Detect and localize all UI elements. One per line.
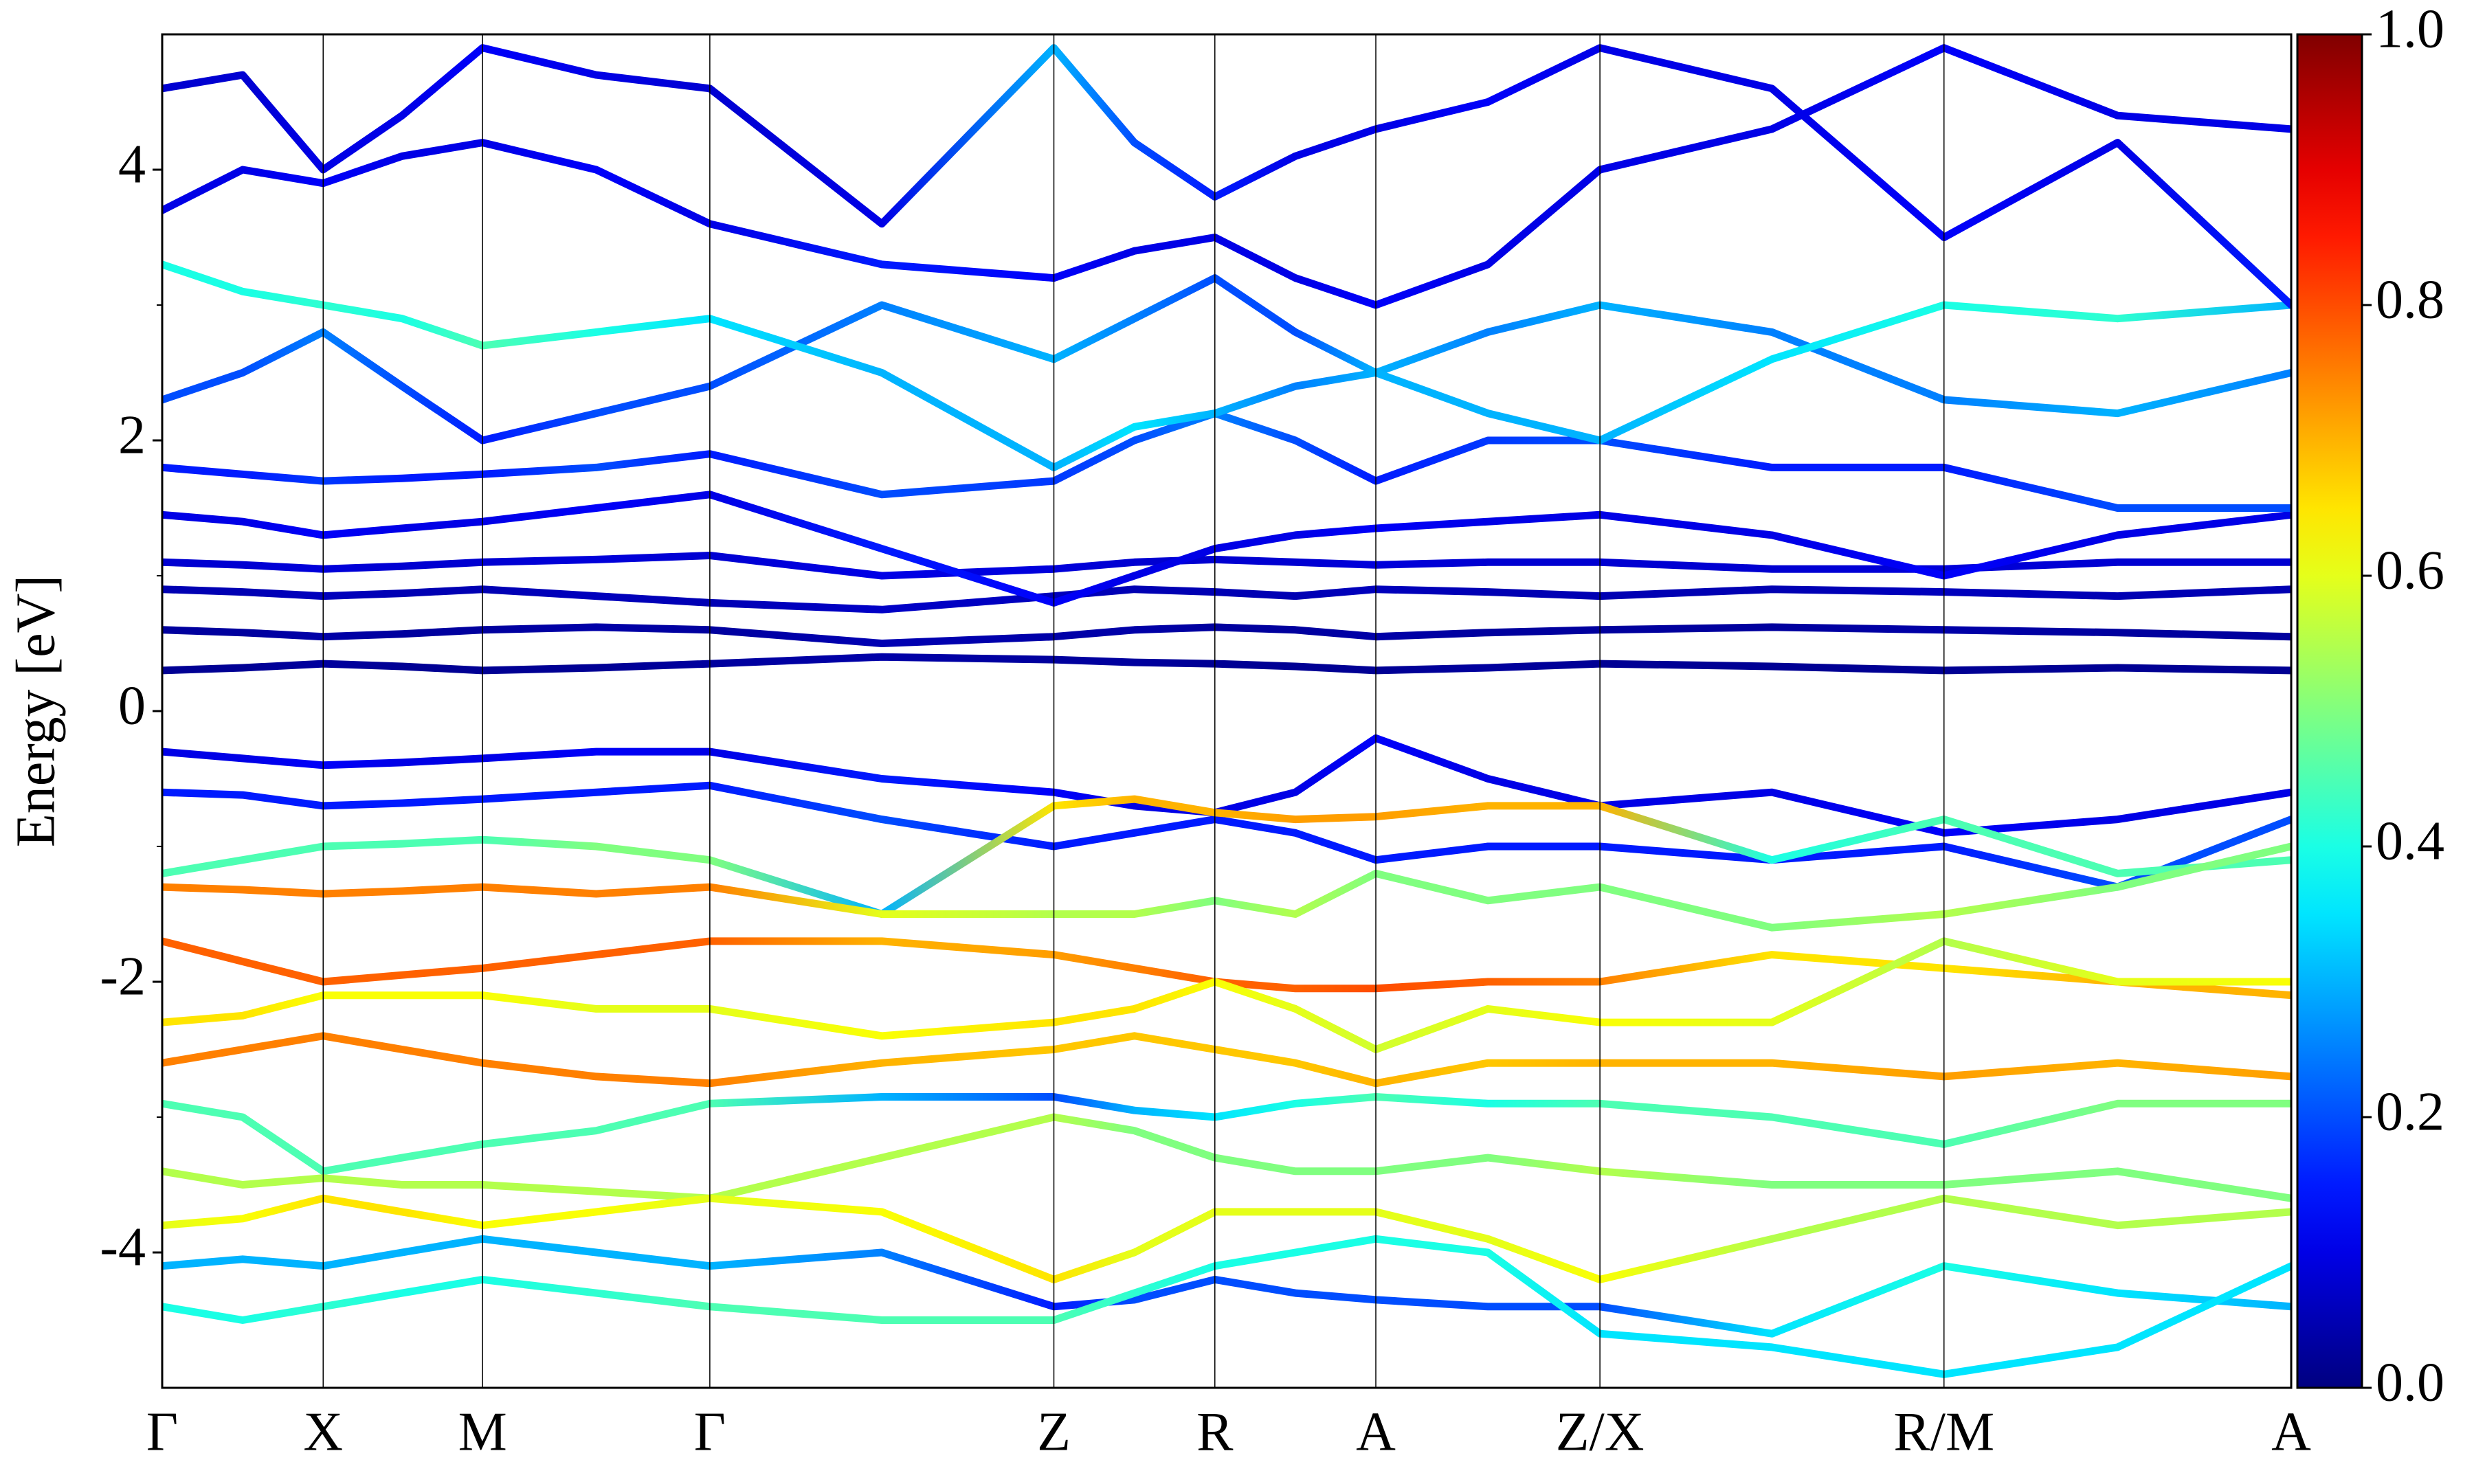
y-tick-label: 4	[118, 134, 146, 194]
y-tick-label: 0	[118, 675, 146, 736]
colorbar-tick-label: 0.8	[2376, 269, 2444, 330]
y-axis-label: Energy [eV]	[5, 575, 66, 847]
x-tick-label: X	[303, 1402, 343, 1462]
axes: Γ X M Γ Z R A Z/X R/M A -4 -2 0 2 4 0.0 0.2 0.4 0.6 0.8 1.0	[100, 0, 2444, 1462]
x-tick-label: Z/X	[1556, 1402, 1645, 1462]
x-tick-label: M	[458, 1402, 507, 1462]
band	[162, 1235, 2291, 1338]
band	[162, 552, 2291, 580]
band	[162, 623, 2291, 647]
band	[162, 937, 2291, 1000]
band	[162, 1093, 2291, 1176]
colorbar-tick-label: 1.0	[2376, 0, 2444, 59]
band	[162, 795, 2291, 918]
colorbar-tick-label: 0.6	[2376, 540, 2444, 600]
band	[162, 274, 2291, 445]
band	[162, 44, 2291, 309]
band	[162, 44, 2291, 309]
band	[162, 1032, 2291, 1088]
x-tick-label: Z	[1037, 1402, 1071, 1462]
x-tick-label: A	[1356, 1402, 1396, 1462]
colorbar-tick-label: 0.4	[2376, 811, 2444, 871]
band	[162, 491, 2291, 607]
band	[162, 937, 2291, 1053]
colorbar-tick-label: 0.2	[2376, 1081, 2444, 1142]
band	[162, 260, 2291, 471]
x-tick-label: R	[1196, 1402, 1234, 1462]
bands	[162, 44, 2291, 1378]
band	[162, 653, 2291, 675]
band	[162, 1235, 2291, 1378]
band	[162, 842, 2291, 932]
y-tick-label: -4	[100, 1217, 146, 1277]
band	[162, 1194, 2291, 1283]
x-tick-label: A	[2271, 1402, 2311, 1462]
x-tick-label: R/M	[1893, 1402, 1994, 1462]
colorbar	[2296, 33, 2363, 1389]
band	[162, 734, 2291, 837]
y-tick-label: 2	[118, 405, 146, 465]
colorbar-tick-label: 0.0	[2376, 1352, 2444, 1413]
band	[162, 585, 2291, 614]
x-tick-label: Γ	[694, 1402, 726, 1462]
y-tick-label: -2	[100, 946, 146, 1007]
x-tick-label: Γ	[146, 1402, 178, 1462]
band	[162, 409, 2291, 512]
band	[162, 1113, 2291, 1202]
plot-frame	[161, 33, 2293, 1389]
